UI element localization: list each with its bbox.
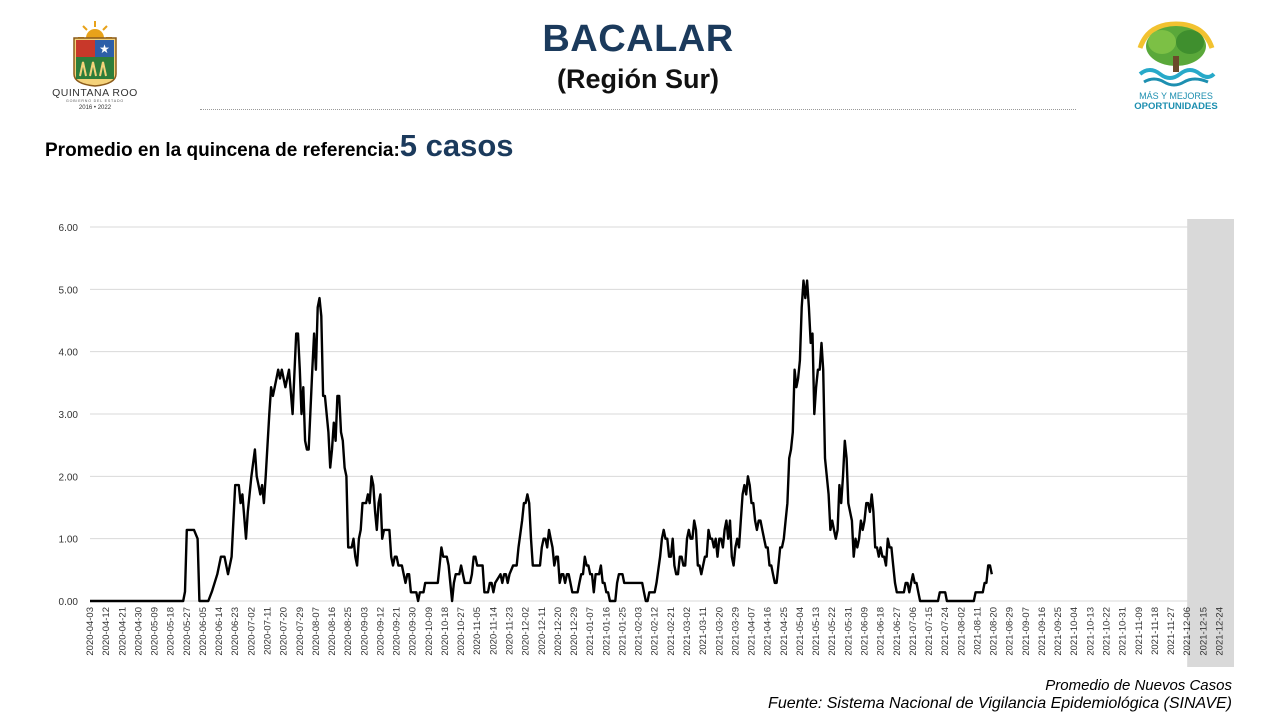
x-tick-label: 2021-04-07: [747, 607, 758, 656]
x-tick-label: 2021-08-29: [1005, 607, 1016, 656]
x-tick-label: 2021-11-09: [1134, 607, 1145, 655]
x-tick-label: 2021-05-04: [795, 607, 806, 656]
x-tick-label: 2020-08-07: [311, 607, 322, 656]
x-tick-label: 2020-04-03: [85, 607, 96, 656]
logo-right-line1: MÁS Y MEJORES: [1139, 91, 1213, 101]
x-tick-label: 2020-12-11: [537, 607, 548, 655]
y-tick-label: 4.00: [59, 348, 79, 359]
page-subtitle: (Región Sur): [557, 64, 719, 94]
series-note: Promedio de Nuevos Casos: [1045, 677, 1232, 694]
x-tick-label: 2021-10-04: [1069, 607, 1080, 656]
x-tick-label: 2021-03-11: [698, 607, 709, 655]
x-tick-label: 2020-06-05: [198, 607, 209, 656]
y-tick-label: 5.00: [59, 285, 79, 296]
x-tick-label: 2020-09-30: [408, 607, 419, 656]
x-tick-label: 2020-11-23: [505, 607, 516, 655]
reference-period-shade: [1187, 219, 1234, 667]
x-tick-label: 2021-04-16: [763, 607, 774, 656]
logo-right-line2: OPORTUNIDADES: [1134, 101, 1217, 112]
source-note: Fuente: Sistema Nacional de Vigilancia E…: [768, 695, 1232, 712]
x-tick-label: 2021-03-20: [714, 607, 725, 656]
x-tick-label: 2021-08-20: [989, 607, 1000, 656]
x-tick-label: 2021-05-22: [827, 607, 838, 656]
y-tick-label: 6.00: [59, 223, 79, 234]
x-tick-label: 2021-06-09: [859, 607, 870, 656]
x-tick-label: 2020-11-14: [488, 607, 499, 655]
x-tick-label: 2021-02-12: [650, 607, 661, 656]
logo-left-small-text: GOBIERNO DEL ESTADO: [66, 99, 124, 103]
x-tick-label: 2021-05-31: [843, 607, 854, 656]
logo-left-name: QUINTANA ROO: [52, 87, 138, 99]
quintana-roo-coat-of-arms-icon: ★ QUINTANA ROO GOBIERNO DEL ESTADO 2016 …: [52, 21, 138, 111]
x-tick-label: 2021-10-13: [1085, 607, 1096, 656]
x-tick-label: 2021-10-22: [1102, 607, 1113, 656]
page-title: BACALAR: [542, 18, 734, 60]
x-tick-label: 2021-08-11: [972, 607, 983, 655]
x-tick-label: 2021-07-24: [940, 607, 951, 656]
y-tick-label: 3.00: [59, 410, 79, 421]
x-tick-label: 2020-12-29: [569, 607, 580, 656]
x-tick-label: 2021-01-16: [601, 607, 612, 656]
x-tick-label: 2021-03-29: [730, 607, 741, 656]
x-tick-label: 2020-07-11: [262, 607, 273, 655]
cases-line-chart: 0.00 1.00 2.00 3.00 4.00 5.00 6.00 2020-04-03 20…: [59, 219, 1234, 667]
x-tick-label: 2020-06-14: [214, 607, 225, 656]
x-tick-label: 2020-06-23: [230, 607, 241, 656]
x-tick-label: 2020-04-30: [133, 607, 144, 656]
x-tick-label: 2021-01-07: [585, 607, 596, 656]
x-tick-label: 2021-10-31: [1118, 607, 1129, 656]
x-tick-label: 2021-09-25: [1053, 607, 1064, 656]
x-tick-label: 2020-10-09: [424, 607, 435, 656]
x-tick-label: 2021-02-03: [634, 607, 645, 656]
x-tick-label: 2020-09-03: [359, 607, 370, 656]
summary-line: Promedio en la quincena de referencia:5 …: [45, 128, 514, 164]
x-tick-label: 2020-11-05: [472, 607, 483, 655]
x-tick-label: 2021-09-07: [1021, 607, 1032, 656]
x-tick-label: 2021-09-16: [1037, 607, 1048, 656]
x-tick-label: 2021-12-24: [1214, 607, 1225, 656]
y-tick-label: 1.00: [59, 535, 79, 546]
x-tick-label: 2020-10-18: [440, 607, 451, 656]
x-tick-label: 2020-04-12: [101, 607, 112, 656]
quintana-roo-logo: ★ QUINTANA ROO GOBIERNO DEL ESTADO 2016 …: [40, 16, 150, 111]
x-tick-label: 2021-01-25: [617, 607, 628, 656]
x-tick-label: 2020-05-09: [150, 607, 161, 656]
x-tick-label: 2021-03-02: [682, 607, 693, 656]
x-tick-label: 2020-07-20: [279, 607, 290, 656]
x-tick-label: 2020-08-25: [343, 607, 354, 656]
x-tick-label: 2020-12-20: [553, 607, 564, 656]
header-divider: [200, 109, 1076, 110]
x-tick-label: 2021-08-02: [956, 607, 967, 656]
summary-label: Promedio en la quincena de referencia:: [45, 140, 400, 161]
x-tick-label: 2020-08-16: [327, 607, 338, 656]
x-tick-label: 2021-11-18: [1150, 607, 1161, 655]
x-tick-label: 2020-05-27: [182, 607, 193, 656]
x-tick-label: 2021-06-18: [876, 607, 887, 656]
x-tick-label: 2021-12-15: [1198, 607, 1209, 656]
x-tick-label: 2021-07-15: [924, 607, 935, 656]
x-tick-label: 2020-09-12: [375, 607, 386, 656]
y-tick-label: 2.00: [59, 472, 79, 483]
x-tick-label: 2020-10-27: [456, 607, 467, 656]
mas-y-mejores-oportunidades-logo: MÁS Y MEJORES OPORTUNIDADES: [1118, 18, 1234, 113]
series-line: [90, 279, 993, 603]
svg-text:★: ★: [99, 42, 110, 56]
x-tick-label: 2020-07-29: [295, 607, 306, 656]
x-tick-label: 2021-12-06: [1182, 607, 1193, 656]
x-tick-label: 2021-04-25: [779, 607, 790, 656]
x-tick-label: 2020-12-02: [521, 607, 532, 656]
logo-left-years: 2016 • 2022: [79, 105, 112, 111]
x-tick-label: 2021-02-21: [666, 607, 677, 656]
x-tick-label: 2020-09-21: [392, 607, 403, 656]
x-tick-label: 2021-11-27: [1166, 607, 1177, 655]
x-tick-label: 2021-05-13: [811, 607, 822, 656]
x-tick-label: 2021-07-06: [908, 607, 919, 656]
x-tick-label: 2020-05-18: [166, 607, 177, 656]
x-tick-label: 2020-04-21: [117, 607, 128, 656]
summary-value: 5 casos: [399, 128, 514, 163]
tree-logo-icon: MÁS Y MEJORES OPORTUNIDADES: [1134, 21, 1218, 112]
x-tick-label: 2020-07-02: [246, 607, 257, 656]
x-tick-label: 2021-06-27: [892, 607, 903, 656]
y-tick-label: 0.00: [59, 597, 79, 608]
